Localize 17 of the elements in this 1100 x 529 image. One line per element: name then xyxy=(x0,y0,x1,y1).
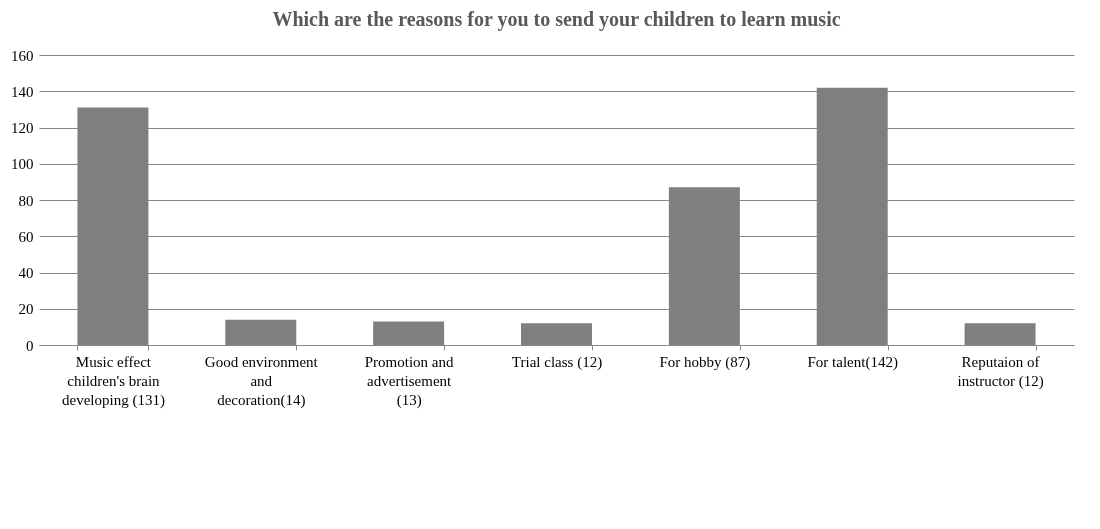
x-tick-label: Good environment and decoration(14) xyxy=(204,353,319,409)
y-tick-label: 120 xyxy=(11,120,34,136)
y-tick-label: 80 xyxy=(18,192,34,209)
y-tick-label: 20 xyxy=(18,301,34,318)
y-tick-label: 140 xyxy=(11,83,34,100)
chart-title: Which are the reasons for you to send your children to learn music xyxy=(272,8,841,31)
y-tick-label: 60 xyxy=(18,228,34,245)
y-tick-label: 0 xyxy=(26,337,34,354)
x-tick-label: For talent(142) xyxy=(807,353,898,371)
y-tick-label: 40 xyxy=(18,265,34,281)
x-tick-label: Promotion and advertisement (13) xyxy=(364,353,455,409)
x-tick-label: For hobby (87) xyxy=(659,353,751,371)
y-tick-label: 160 xyxy=(11,47,34,64)
x-tick-label: Music effect children's brain developing (131) xyxy=(61,353,165,409)
x-tick-label: Trial class (12) xyxy=(511,353,603,371)
y-tick-label: 100 xyxy=(11,156,34,173)
x-tick-label: Reputaion of instructor (12) xyxy=(957,353,1044,390)
